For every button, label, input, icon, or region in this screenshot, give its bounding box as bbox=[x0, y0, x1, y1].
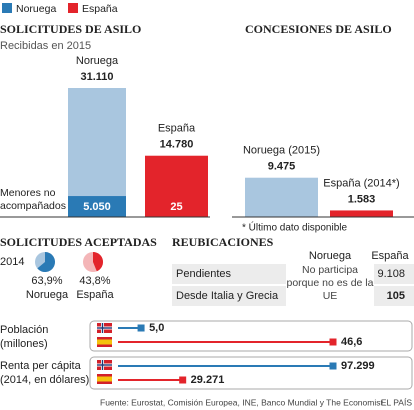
category-label: España bbox=[158, 123, 196, 135]
flag-spain bbox=[97, 337, 112, 347]
brand: EL PAÍS bbox=[381, 397, 413, 407]
chart-subtitle: 2014 bbox=[0, 256, 24, 268]
column-header: España bbox=[371, 250, 409, 262]
pie-slice bbox=[37, 252, 56, 272]
pie-slice bbox=[93, 252, 103, 272]
bar bbox=[245, 177, 318, 217]
dot-marker bbox=[179, 376, 187, 384]
flag-norway bbox=[97, 323, 112, 333]
note: * Último dato disponible bbox=[242, 221, 347, 234]
dot-marker bbox=[137, 324, 145, 332]
cell: 105 bbox=[387, 290, 405, 302]
merged-cell bbox=[286, 264, 374, 306]
cell: 9.108 bbox=[377, 268, 405, 280]
value-label: 97.299 bbox=[341, 360, 375, 372]
flag-norway bbox=[97, 360, 112, 370]
dot-marker bbox=[329, 362, 337, 370]
chart-subtitle: Recibidas en 2015 bbox=[0, 40, 91, 52]
bar bbox=[330, 210, 393, 217]
row-label: Desde Italia y Grecia bbox=[176, 290, 279, 302]
category-label: Noruega (2015) bbox=[243, 145, 320, 157]
column-header: Noruega bbox=[309, 250, 352, 262]
merged-cell-text-box: No participa porque no es de la UE bbox=[286, 264, 374, 302]
value-label: 29.271 bbox=[191, 374, 225, 386]
chart-title: CONCESIONES DE ASILO bbox=[245, 22, 392, 36]
category-label: Noruega bbox=[76, 55, 119, 67]
category-label: España bbox=[76, 289, 114, 301]
source: Fuente: Eurostat, Comisión Europea, INE,… bbox=[100, 397, 385, 407]
legend-swatch bbox=[68, 3, 78, 13]
value-label: 43,8% bbox=[79, 275, 110, 287]
legend-label: España bbox=[82, 3, 118, 15]
chart-subtitle: (2014, en dólares) bbox=[0, 374, 89, 386]
series-label-box: Menores no acompañados bbox=[0, 187, 66, 212]
value-label: 63,9% bbox=[31, 275, 62, 287]
merged-cell-text: No participa porque no es de la UE bbox=[286, 264, 374, 302]
chart-title: SOLICITUDES DE ASILO bbox=[0, 22, 141, 36]
value-label: 14.780 bbox=[160, 139, 194, 151]
chart-title: SOLICITUDES ACEPTADAS bbox=[0, 235, 157, 249]
flag-spain bbox=[97, 374, 112, 384]
category-label: España (2014*) bbox=[323, 177, 399, 189]
legend-swatch bbox=[2, 3, 12, 13]
value-label: 1.583 bbox=[348, 193, 376, 205]
value-label: 46,6 bbox=[341, 336, 362, 348]
chart-title: Renta per cápita bbox=[0, 360, 82, 372]
dot-marker bbox=[329, 338, 337, 346]
series-label: Menores no acompañados bbox=[0, 187, 66, 212]
bar bbox=[145, 155, 208, 217]
legend-label: Noruega bbox=[16, 3, 56, 15]
panel-box bbox=[89, 356, 413, 390]
value-label: 31.110 bbox=[80, 71, 113, 83]
category-label: Noruega bbox=[26, 289, 69, 301]
value-label: 9.475 bbox=[268, 161, 296, 173]
row-label: Pendientes bbox=[176, 268, 232, 280]
panel-box bbox=[89, 320, 413, 352]
value-label: 5.050 bbox=[83, 201, 111, 213]
chart-title: Población bbox=[0, 324, 48, 336]
table-title: REUBICACIONES bbox=[172, 235, 274, 249]
chart-subtitle: (millones) bbox=[0, 338, 48, 350]
bar bbox=[68, 196, 126, 217]
bar bbox=[68, 88, 126, 217]
value-label: 5,0 bbox=[149, 322, 164, 334]
value-label: 25 bbox=[170, 201, 182, 213]
